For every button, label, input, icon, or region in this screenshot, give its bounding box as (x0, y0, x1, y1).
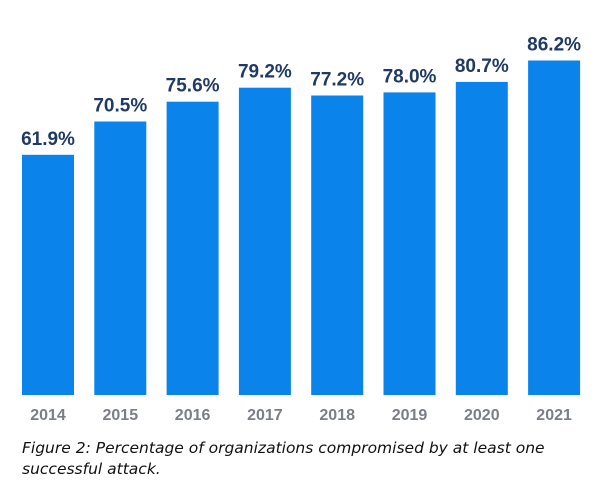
bar-2014 (22, 154, 74, 395)
figure-caption: Figure 2: Percentage of organizations co… (22, 439, 545, 478)
chart-canvas: 61.9% 70.5% 75.6% 79.2% 77.2% 78.0% 80.7% 86.2%… (21, 35, 581, 425)
x-tick-2016: 2016 (175, 407, 211, 424)
data-label-2014: 61.9% (21, 129, 75, 150)
bar-2020 (455, 81, 508, 396)
data-label-2021: 86.2% (527, 35, 581, 56)
data-label-2020: 80.7% (455, 56, 509, 77)
data-labels-group: 61.9% 70.5% 75.6% 79.2% 77.2% 78.0% 80.7% 86.2% (21, 35, 581, 150)
x-tick-2017: 2017 (247, 407, 283, 424)
bar-2018 (311, 95, 364, 395)
bar-2016 (166, 101, 219, 395)
data-label-2015: 70.5% (93, 96, 147, 117)
bar-2017 (238, 87, 291, 395)
x-tick-2015: 2015 (103, 407, 139, 424)
x-tick-2018: 2018 (319, 407, 355, 424)
x-tick-2021: 2021 (536, 407, 572, 424)
x-tick-2014: 2014 (30, 407, 66, 424)
data-label-2017: 79.2% (238, 62, 292, 83)
x-axis-ticks: 2014 2015 2016 2017 2018 2019 2020 2021 (30, 407, 572, 424)
x-tick-2020: 2020 (464, 407, 500, 424)
data-label-2019: 78.0% (383, 66, 437, 87)
bar-2021 (528, 60, 581, 395)
data-label-2018: 77.2% (310, 70, 364, 91)
x-tick-2019: 2019 (392, 407, 428, 424)
bars-group (22, 60, 581, 396)
bar-chart: 61.9% 70.5% 75.6% 79.2% 77.2% 78.0% 80.7% 86.2%… (21, 35, 581, 425)
bar-2015 (94, 121, 147, 395)
bar-2019 (383, 92, 436, 396)
data-label-2016: 75.6% (166, 76, 220, 97)
